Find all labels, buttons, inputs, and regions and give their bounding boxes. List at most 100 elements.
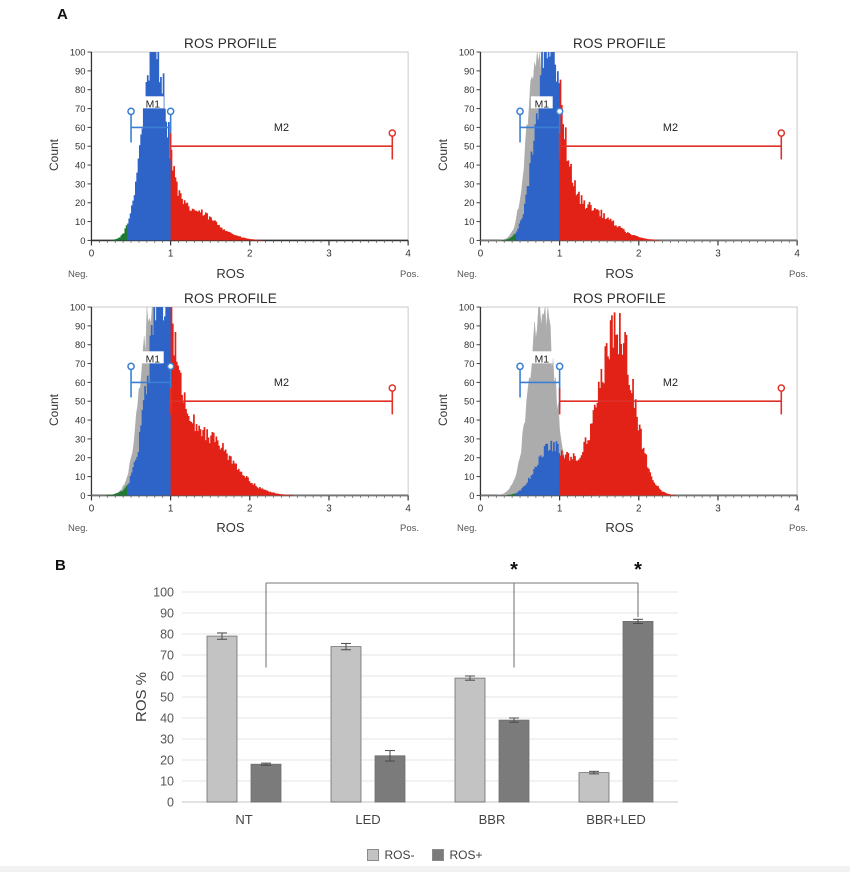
bar-chart-legend: ROS- ROS+: [0, 848, 850, 862]
svg-text:BBR: BBR: [479, 812, 506, 827]
svg-text:20: 20: [464, 453, 474, 464]
flow-plot-bbr: 0 10 20 30 40 50 60 70 80 90 100 0 1 2 3 4 M1 M2: [70, 302, 412, 514]
svg-text:3: 3: [715, 503, 721, 514]
svg-text:NT: NT: [235, 812, 252, 827]
svg-text:0: 0: [80, 490, 85, 501]
x-axis-label: ROS: [605, 265, 634, 281]
svg-text:70: 70: [464, 104, 474, 115]
flow-panel-led: ROS PROFILE M1: 73.07% M2: 24.63% Count …: [429, 30, 810, 281]
svg-text:4: 4: [794, 248, 800, 259]
x-axis-neg-label: Neg.: [457, 268, 478, 280]
svg-text:2: 2: [636, 503, 642, 514]
svg-text:BBR+LED: BBR+LED: [586, 812, 646, 827]
x-axis-neg-label: Neg.: [68, 523, 89, 534]
flow-plot-led: 0 10 20 30 40 50 60 70 80 90 100 0 1 2 3 4 M1 M2: [459, 47, 801, 259]
flow-title: ROS PROFILE: [573, 290, 666, 306]
svg-text:10: 10: [160, 775, 174, 789]
svg-text:100: 100: [70, 302, 86, 313]
panel-label-a: A: [57, 6, 68, 23]
svg-text:80: 80: [464, 85, 474, 96]
legend-swatch-ros-positive: [432, 849, 445, 861]
svg-text:LED: LED: [355, 812, 380, 827]
svg-text:70: 70: [160, 649, 174, 663]
svg-text:M1: M1: [535, 354, 550, 365]
svg-text:80: 80: [75, 340, 85, 351]
svg-text:1: 1: [168, 248, 174, 259]
legend-item-ros-negative: ROS-: [367, 848, 414, 862]
svg-text:30: 30: [75, 179, 85, 190]
svg-text:20: 20: [75, 453, 85, 464]
svg-text:10: 10: [75, 471, 85, 482]
svg-text:50: 50: [75, 396, 85, 407]
x-axis-pos-label: Pos.: [399, 523, 419, 534]
svg-text:80: 80: [160, 628, 174, 642]
svg-text:100: 100: [153, 586, 174, 600]
flow-title: ROS PROFILE: [184, 36, 277, 51]
x-axis-label: ROS: [605, 520, 634, 535]
svg-text:10: 10: [464, 471, 474, 482]
svg-text:100: 100: [70, 47, 86, 58]
svg-text:4: 4: [405, 503, 411, 514]
flow-title: ROS PROFILE: [184, 290, 277, 306]
svg-text:20: 20: [160, 754, 174, 768]
svg-text:1: 1: [168, 503, 174, 514]
svg-text:90: 90: [75, 321, 85, 332]
svg-text:80: 80: [75, 85, 85, 96]
svg-text:1: 1: [557, 248, 563, 259]
svg-text:60: 60: [464, 123, 474, 134]
flow-panel-bbr: ROS PROFILE M1: 59.97% M2: 37.90% Count …: [40, 284, 421, 535]
svg-text:4: 4: [405, 248, 411, 259]
svg-text:40: 40: [464, 160, 474, 171]
svg-text:50: 50: [160, 691, 174, 705]
flow-plot-nt: 0 10 20 30 40 50 60 70 80 90 100 0 1 2 3 4 M1 M2: [70, 47, 412, 259]
svg-text:80: 80: [464, 340, 474, 351]
svg-text:100: 100: [459, 47, 475, 58]
svg-text:70: 70: [75, 358, 85, 369]
svg-text:0: 0: [469, 490, 474, 501]
svg-text:0: 0: [80, 236, 85, 247]
legend-item-ros-positive: ROS+: [432, 848, 483, 862]
svg-text:90: 90: [464, 66, 474, 77]
svg-text:60: 60: [75, 377, 85, 388]
svg-text:90: 90: [160, 607, 174, 621]
svg-text:2: 2: [247, 248, 253, 259]
svg-text:M1: M1: [146, 354, 161, 365]
bottom-strip: [0, 866, 850, 872]
svg-text:4: 4: [794, 503, 800, 514]
svg-text:*: *: [510, 560, 518, 581]
svg-text:3: 3: [715, 248, 721, 259]
svg-text:M1: M1: [146, 100, 161, 111]
svg-text:2: 2: [636, 248, 642, 259]
svg-text:0: 0: [469, 236, 474, 247]
svg-text:1: 1: [557, 503, 563, 514]
svg-text:2: 2: [247, 503, 253, 514]
svg-text:0: 0: [89, 503, 95, 514]
panel-label-b: B: [55, 557, 66, 574]
x-axis-neg-label: Neg.: [68, 268, 89, 280]
svg-text:90: 90: [464, 321, 474, 332]
flow-panel-nt: ROS PROFILE M1: 78.17% M2: 18.53% Count …: [40, 30, 421, 281]
svg-text:40: 40: [75, 415, 85, 426]
svg-text:*: *: [634, 560, 642, 581]
svg-text:30: 30: [464, 179, 474, 190]
svg-text:90: 90: [75, 66, 85, 77]
svg-text:70: 70: [464, 358, 474, 369]
svg-text:M2: M2: [663, 377, 678, 389]
svg-text:10: 10: [464, 217, 474, 228]
svg-text:ROS %: ROS %: [133, 672, 150, 722]
svg-text:30: 30: [464, 434, 474, 445]
svg-text:50: 50: [464, 396, 474, 407]
x-axis-label: ROS: [216, 265, 245, 281]
flow-cytometry-grid: ROS PROFILE M1: 78.17% M2: 18.53% Count …: [40, 30, 810, 535]
x-axis-pos-label: Pos.: [399, 268, 419, 280]
x-axis-pos-label: Pos.: [788, 523, 808, 534]
svg-text:M2: M2: [274, 377, 289, 389]
legend-swatch-ros-negative: [367, 849, 380, 861]
svg-text:M2: M2: [274, 122, 289, 134]
svg-text:0: 0: [478, 503, 484, 514]
svg-text:20: 20: [464, 198, 474, 209]
svg-text:20: 20: [75, 198, 85, 209]
svg-text:0: 0: [478, 248, 484, 259]
svg-text:30: 30: [160, 733, 174, 747]
svg-text:40: 40: [160, 712, 174, 726]
